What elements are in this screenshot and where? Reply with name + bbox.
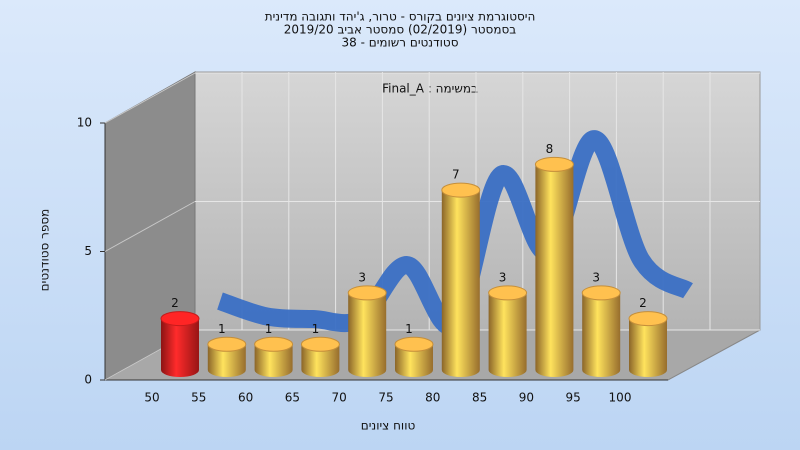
x-tick-label: 90 [519, 391, 534, 405]
bar-top [394, 336, 434, 352]
bar-top [628, 311, 668, 327]
bar-top [254, 336, 294, 352]
bar [535, 164, 574, 377]
x-tick-label: 70 [332, 391, 347, 405]
annotation: Final_A : במשימה [382, 82, 478, 96]
bar-top [488, 285, 528, 301]
x-axis-label: טווח ציונים [361, 419, 416, 433]
bar [629, 318, 667, 377]
bar [582, 292, 621, 377]
x-tick-label: 95 [566, 391, 581, 405]
grid-line [104, 201, 196, 252]
value-label: 7 [452, 168, 460, 182]
bar [441, 190, 480, 377]
bar-top [300, 336, 340, 352]
chart-title: סטודנטים רשומים - 38 [341, 36, 458, 50]
value-label: 3 [358, 270, 366, 284]
value-label: 1 [265, 322, 273, 336]
y-tick-label: 5 [84, 244, 92, 258]
x-tick-label: 80 [425, 391, 440, 405]
bar [488, 292, 527, 377]
bar-top [581, 285, 621, 301]
x-tick-label: 100 [609, 391, 632, 405]
value-label: 8 [546, 142, 554, 156]
value-label: 2 [639, 296, 647, 310]
value-label: 3 [499, 270, 507, 284]
chart-title: בסמסטר (02/2019) סמסטר אביב 2019/20 [284, 23, 516, 37]
value-label: 1 [405, 322, 413, 336]
value-label: 1 [218, 322, 226, 336]
x-tick-label: 55 [191, 391, 206, 405]
x-tick-label: 85 [472, 391, 487, 405]
bar [254, 344, 293, 377]
bar [161, 318, 199, 377]
value-label: 1 [312, 322, 320, 336]
chart-title: היסטוגרמת ציונים בקורס - טרור, ג'יהד ותג… [265, 10, 536, 24]
bar [348, 292, 387, 377]
y-axis-label: מספר סטודנטים [38, 209, 52, 292]
y-tick-label: 10 [77, 116, 92, 130]
x-tick-label: 50 [144, 391, 159, 405]
grid-line [104, 72, 196, 124]
bar-top [347, 285, 387, 301]
x-tick-label: 75 [378, 391, 393, 405]
bar [207, 344, 246, 377]
y-tick-label: 0 [84, 373, 92, 387]
bar-top [160, 311, 200, 327]
bar-top [207, 336, 247, 352]
x-tick-label: 60 [238, 391, 253, 405]
bar-top [534, 156, 574, 172]
bar-top [441, 182, 481, 198]
x-tick-label: 65 [285, 391, 300, 405]
bar [395, 344, 433, 377]
value-label: 3 [592, 270, 600, 284]
value-label: 2 [171, 296, 179, 310]
bar [301, 344, 340, 377]
